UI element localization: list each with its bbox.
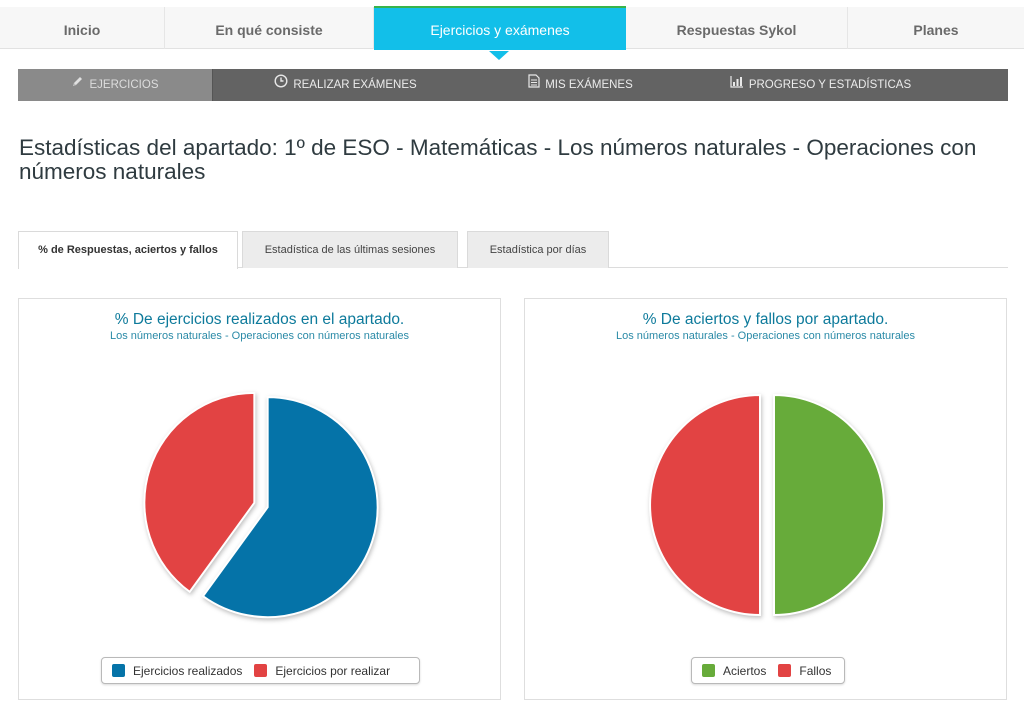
stats-tabs: % de Respuestas, aciertos y fallos Estad…	[18, 231, 1008, 269]
legend-entry-ejercicios-por-realizar[interactable]: Ejercicios por realizar	[254, 664, 390, 678]
chart-panel-aciertos-fallos: % De aciertos y fallos por apartado. Los…	[524, 298, 1007, 700]
legend-label: Ejercicios realizados	[133, 663, 243, 678]
bar-chart-icon	[730, 69, 744, 101]
tab-ultimas-sesiones[interactable]: Estadística de las últimas sesiones	[242, 231, 458, 268]
nav-item-ejercicios-examenes[interactable]: Ejercicios y exámenes	[374, 6, 626, 50]
nav-item-inicio[interactable]: Inicio	[0, 7, 165, 49]
chart-title: % De aciertos y fallos por apartado.	[642, 311, 889, 328]
subnav-label: MIS EXÁMENES	[545, 79, 633, 92]
subnav-item-ejercicios[interactable]: EJERCICIOS	[18, 69, 213, 101]
pie-slice-aciertos[interactable]	[773, 393, 885, 617]
legend-swatch	[112, 664, 125, 677]
subnav-label: EJERCICIOS	[89, 79, 159, 92]
tab-estadistica-por-dias[interactable]: Estadística por días	[467, 231, 609, 268]
legend-swatch	[702, 664, 715, 677]
pie-slice-ejercicios-realizados[interactable]	[201, 396, 379, 619]
chart-subtitle: Los números naturales - Operaciones con …	[616, 330, 915, 342]
legend-entry-fallos[interactable]: Fallos	[778, 664, 831, 678]
legend-label: Aciertos	[723, 663, 767, 678]
legend-entry-ejercicios-realizados[interactable]: Ejercicios realizados	[112, 664, 242, 678]
pie-chart-aciertos-fallos	[649, 393, 885, 617]
subnav-label: REALIZAR EXÁMENES	[293, 79, 417, 92]
chart-title: % De ejercicios realizados en el apartad…	[114, 311, 405, 328]
pencil-icon	[71, 69, 84, 101]
chart-subtitle: Los números naturales - Operaciones con …	[110, 330, 409, 342]
tab-respuestas-aciertos-fallos[interactable]: % de Respuestas, aciertos y fallos	[18, 231, 238, 269]
secondary-navigation: EJERCICIOS REALIZAR EXÁMENES MIS EXÁMENE…	[18, 69, 1008, 101]
legend-entry-aciertos[interactable]: Aciertos	[702, 664, 766, 678]
document-icon	[528, 69, 540, 101]
legend-label: Ejercicios por realizar	[275, 663, 391, 678]
clock-icon	[274, 69, 288, 101]
subnav-item-progreso-estadisticas[interactable]: PROGRESO Y ESTADÍSTICAS	[683, 69, 958, 101]
pie-chart-ejercicios	[143, 391, 379, 619]
pie-slice-fallos[interactable]	[649, 393, 761, 617]
subnav-label: PROGRESO Y ESTADÍSTICAS	[748, 79, 912, 92]
legend-swatch	[254, 664, 268, 677]
legend-label: Fallos	[799, 663, 832, 678]
chart-panel-ejercicios: % De ejercicios realizados en el apartad…	[18, 298, 501, 700]
chart-legend: Ejercicios realizados Ejercicios por rea…	[101, 657, 420, 684]
subnav-item-mis-examenes[interactable]: MIS EXÁMENES	[478, 69, 683, 101]
pie-slice-ejercicios-por-realizar[interactable]	[143, 391, 256, 594]
main-navigation: Inicio En qué consiste Ejercicios y exám…	[0, 6, 1024, 50]
active-nav-caret	[489, 51, 509, 60]
legend-swatch	[778, 664, 792, 677]
nav-item-planes[interactable]: Planes	[913, 22, 959, 38]
page-title: Estadísticas del apartado: 1º de ESO - M…	[19, 135, 977, 184]
chart-legend: Aciertos Fallos	[691, 657, 845, 684]
nav-item-en-que-consiste[interactable]: En qué consiste	[165, 7, 374, 49]
subnav-item-realizar-examenes[interactable]: REALIZAR EXÁMENES	[213, 69, 478, 101]
nav-item-respuestas-sykol[interactable]: Respuestas Sykol	[626, 7, 848, 49]
